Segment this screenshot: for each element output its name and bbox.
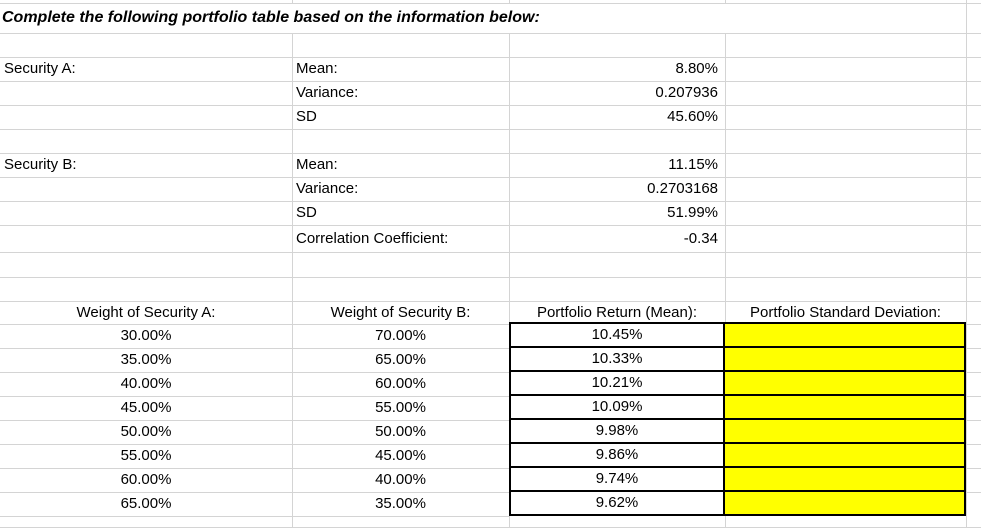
portfolio-return-cell[interactable]: 9.62%	[509, 490, 725, 516]
security-a-variance-label-cell[interactable]: Variance:	[296, 84, 359, 101]
weight-b-header-cell[interactable]: Weight of Security B:	[330, 304, 471, 321]
portfolio-sd-input-cell[interactable]	[725, 394, 966, 420]
weight-a-cell[interactable]: 30.00%	[120, 327, 172, 344]
weight-b-cell[interactable]: 35.00%	[375, 495, 426, 512]
portfolio-return-header-cell[interactable]: Portfolio Return (Mean):	[536, 304, 698, 321]
weight-a-cell[interactable]: 65.00%	[120, 495, 172, 512]
security-a-label-cell[interactable]: Security A:	[4, 60, 76, 77]
security-a-mean-label-cell[interactable]: Mean:	[296, 60, 338, 77]
weight-b-cell[interactable]: 60.00%	[375, 375, 426, 392]
security-b-label-cell[interactable]: Security B:	[4, 156, 77, 173]
gridline-h	[0, 201, 981, 202]
gridline-v	[292, 0, 293, 3]
gridline-v	[725, 33, 726, 528]
gridline-h	[0, 177, 981, 178]
portfolio-sd-input-cell[interactable]	[725, 442, 966, 468]
security-b-variance-label-cell[interactable]: Variance:	[296, 180, 359, 197]
security-a-sd-label-cell[interactable]: SD	[296, 108, 317, 125]
portfolio-return-cell[interactable]: 10.21%	[509, 370, 725, 396]
weight-a-cell[interactable]: 40.00%	[120, 375, 172, 392]
gridline-v	[725, 0, 726, 3]
weight-a-cell[interactable]: 35.00%	[120, 351, 172, 368]
gridline-v	[509, 33, 510, 528]
weight-b-cell[interactable]: 70.00%	[375, 327, 426, 344]
gridline-h	[0, 420, 981, 421]
portfolio-return-cell[interactable]: 9.86%	[509, 442, 725, 468]
gridline-v	[509, 0, 510, 3]
gridline-h	[0, 277, 981, 278]
gridline-h	[0, 3, 981, 4]
sheet-title-cell[interactable]: Complete the following portfolio table b…	[2, 9, 540, 26]
portfolio-sd-input-cell[interactable]	[725, 322, 966, 348]
portfolio-sd-input-cell[interactable]	[725, 466, 966, 492]
gridline-h	[0, 105, 981, 106]
security-b-mean-value-cell[interactable]: 11.15%	[668, 156, 718, 173]
weight-b-cell[interactable]: 55.00%	[375, 399, 426, 416]
weight-a-header-cell[interactable]: Weight of Security A:	[76, 304, 216, 321]
security-a-variance-value-cell[interactable]: 0.207936	[655, 84, 718, 101]
gridline-h	[0, 468, 981, 469]
portfolio-sd-input-cell[interactable]	[725, 370, 966, 396]
security-b-sd-value-cell[interactable]: 51.99%	[667, 204, 718, 221]
gridline-h	[0, 348, 981, 349]
correlation-label-cell[interactable]: Correlation Coefficient:	[296, 230, 449, 247]
security-a-sd-value-cell[interactable]: 45.60%	[667, 108, 718, 125]
gridline-h	[0, 252, 981, 253]
gridline-h	[0, 396, 981, 397]
portfolio-return-cell[interactable]: 9.98%	[509, 418, 725, 444]
portfolio-sd-header-cell[interactable]: Portfolio Standard Deviation:	[750, 304, 941, 321]
correlation-value-cell[interactable]: -0.34	[683, 230, 718, 247]
security-b-sd-label-cell[interactable]: SD	[296, 204, 317, 221]
weight-b-cell[interactable]: 45.00%	[375, 447, 426, 464]
portfolio-return-cell[interactable]: 10.33%	[509, 346, 725, 372]
portfolio-sd-input-cell[interactable]	[725, 490, 966, 516]
portfolio-return-cell[interactable]: 10.09%	[509, 394, 725, 420]
gridline-v	[966, 0, 967, 528]
weight-a-cell[interactable]: 60.00%	[120, 471, 172, 488]
gridline-h	[0, 372, 981, 373]
weight-a-cell[interactable]: 50.00%	[120, 423, 172, 440]
weight-b-cell[interactable]: 40.00%	[375, 471, 426, 488]
weight-a-cell[interactable]: 45.00%	[120, 399, 172, 416]
portfolio-sd-input-cell[interactable]	[725, 418, 966, 444]
security-b-mean-label-cell[interactable]: Mean:	[296, 156, 338, 173]
gridline-h	[0, 444, 981, 445]
weight-b-cell[interactable]: 65.00%	[375, 351, 426, 368]
weight-b-cell[interactable]: 50.00%	[375, 423, 426, 440]
portfolio-return-cell[interactable]: 9.74%	[509, 466, 725, 492]
gridline-h	[0, 301, 981, 302]
gridline-h	[0, 153, 981, 154]
gridline-v	[292, 33, 293, 528]
portfolio-sd-input-cell[interactable]	[725, 346, 966, 372]
security-b-variance-value-cell[interactable]: 0.2703168	[647, 180, 718, 197]
security-a-mean-value-cell[interactable]: 8.80%	[675, 60, 718, 77]
gridline-h	[0, 33, 981, 34]
gridline-h	[0, 81, 981, 82]
gridline-h	[0, 57, 981, 58]
weight-a-cell[interactable]: 55.00%	[120, 447, 172, 464]
gridline-h	[0, 516, 509, 517]
gridline-h	[0, 324, 981, 325]
gridline-h	[0, 492, 981, 493]
portfolio-return-cell[interactable]: 10.45%	[509, 322, 725, 348]
gridline-h	[0, 129, 981, 130]
gridline-h	[0, 225, 981, 226]
